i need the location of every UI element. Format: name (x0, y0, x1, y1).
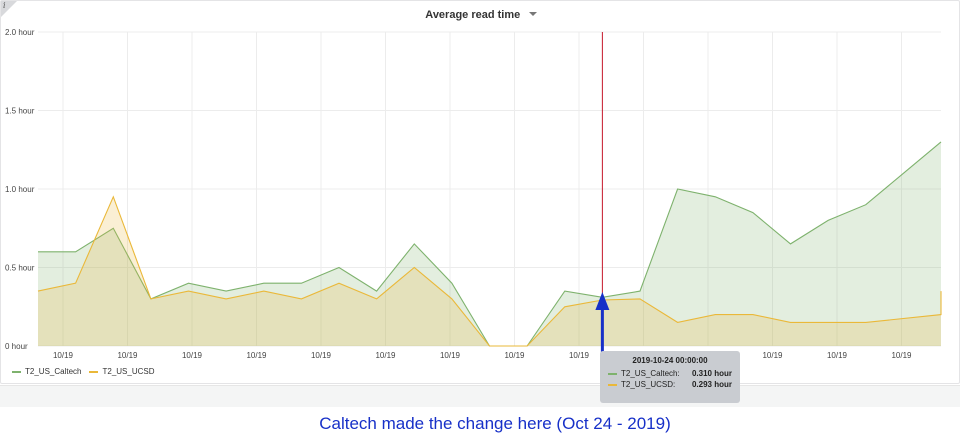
x-tick-label: 10/19 (762, 351, 783, 360)
legend-item-caltech[interactable]: T2_US_Caltech (12, 367, 81, 376)
legend-item-ucsd[interactable]: T2_US_UCSD (89, 367, 155, 376)
x-tick-label: 10/19 (569, 351, 590, 360)
caret-down-icon[interactable] (528, 11, 537, 16)
x-tick-label: 10/19 (827, 351, 848, 360)
x-tick-label: 10/19 (311, 351, 332, 360)
info-icon[interactable]: i (3, 1, 6, 10)
tooltip-swatch-caltech (608, 372, 617, 375)
y-tick-label: 1.0 hour (5, 185, 35, 194)
tooltip-series-name: T2_US_UCSD: (621, 380, 676, 389)
x-tick-label: 10/19 (182, 351, 203, 360)
hover-tooltip: 2019-10-24 00:00:00 T2_US_Caltech: 0.310… (600, 351, 740, 403)
x-tick-label: 10/19 (375, 351, 396, 360)
x-tick-label: 10/19 (504, 351, 525, 360)
y-tick-label: 0 hour (5, 342, 28, 351)
graph-panel: i Average read time (0, 0, 960, 384)
x-tick-label: 10/19 (891, 351, 912, 360)
legend-swatch (12, 370, 21, 373)
x-tick-label: 10/19 (117, 351, 138, 360)
panel-title[interactable]: Average read time (425, 9, 521, 21)
y-tick-label: 1.5 hour (5, 107, 35, 116)
series-area-ucsd (38, 196, 941, 346)
x-tick-label: 10/19 (440, 351, 461, 360)
tooltip-series-value: 0.310 hour (691, 369, 732, 378)
annotation-text: Caltech made the change here (Oct 24 - 2… (319, 414, 671, 433)
legend-label: T2_US_UCSD (102, 367, 155, 376)
panel-header: Average read time (1, 5, 960, 23)
chart-plot-area[interactable]: 0 hour 0.5 hour 1.0 hour 1.5 hour 2.0 hour 10… (0, 0, 960, 384)
x-tick-label: 10/19 (246, 351, 267, 360)
legend: T2_US_Caltech T2_US_UCSD (12, 367, 155, 376)
tooltip-row-caltech: T2_US_Caltech: 0.310 hour (608, 369, 732, 378)
tooltip-time: 2019-10-24 00:00:00 (632, 356, 708, 365)
y-tick-label: 0.5 hour (5, 264, 35, 273)
annotation-arrow-head (595, 292, 610, 310)
panel-footer-band (0, 385, 960, 407)
x-tick-label: 10/19 (53, 351, 74, 360)
tooltip-row-ucsd: T2_US_UCSD: 0.293 hour (608, 380, 732, 389)
tooltip-swatch-ucsd (608, 383, 617, 386)
legend-swatch (89, 370, 99, 373)
series-area-caltech (38, 141, 941, 346)
legend-label: T2_US_Caltech (25, 367, 82, 376)
info-corner[interactable] (1, 1, 17, 17)
tooltip-series-name: T2_US_Caltech: (621, 369, 680, 378)
series-line-ucsd (37, 195, 942, 347)
y-tick-label: 2.0 hour (5, 28, 35, 37)
tooltip-series-value: 0.293 hour (691, 380, 732, 389)
